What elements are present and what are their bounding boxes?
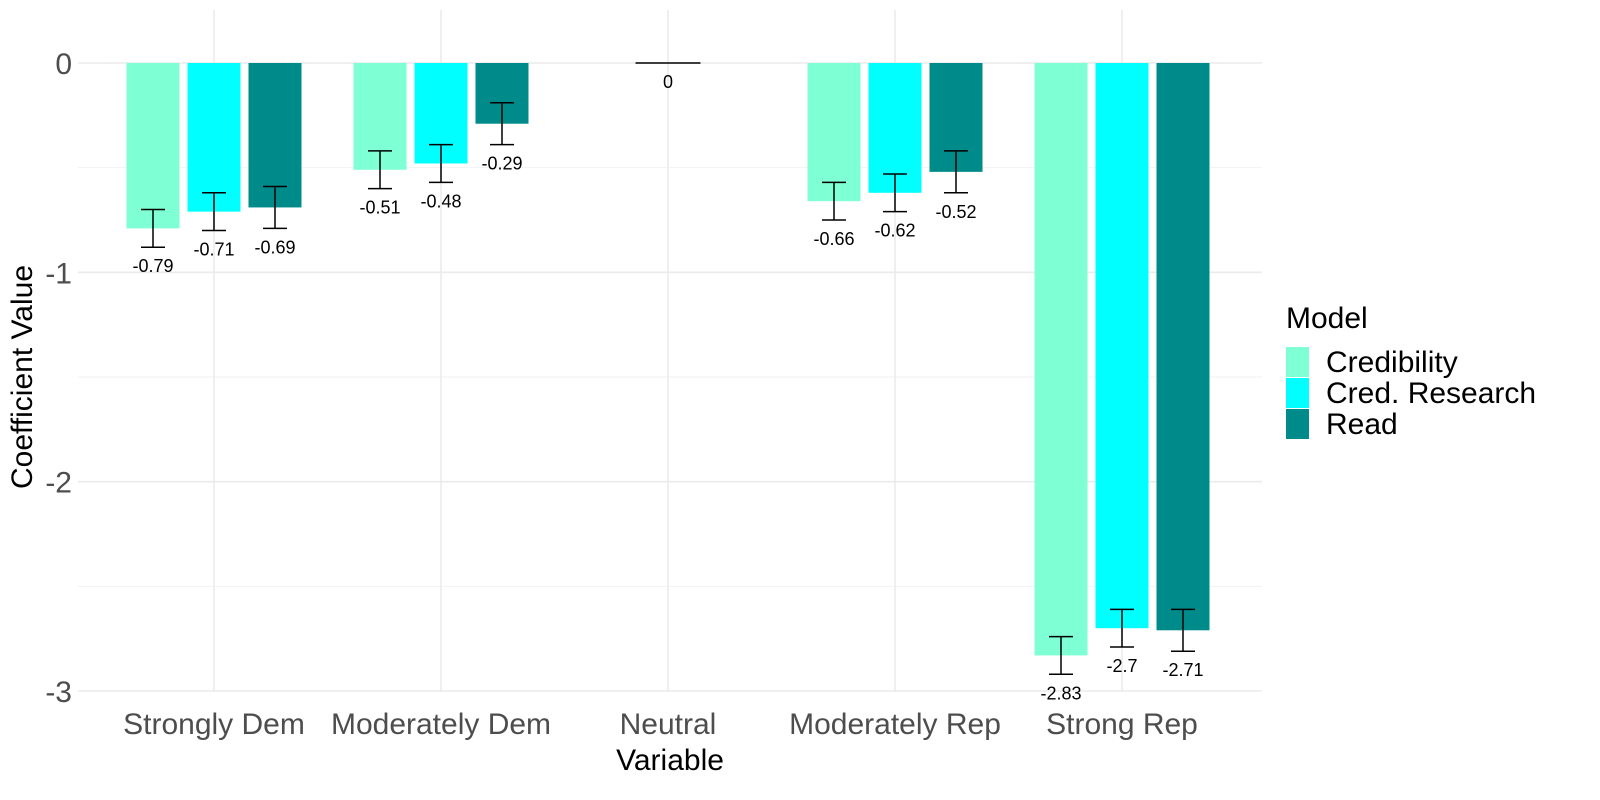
data-label: -0.62 <box>874 221 915 241</box>
y-axis-title: Coefficient Value <box>6 265 39 489</box>
data-labels: -0.79 -0.71 -0.69 -0.51 -0.48 -0.29 0 -0.66 -0.6… <box>132 72 1203 703</box>
x-tick-label: Neutral <box>620 708 717 741</box>
x-tick-label: Moderately Rep <box>789 708 1001 741</box>
data-label: -0.52 <box>935 202 976 222</box>
bar-credibility <box>1034 63 1088 656</box>
legend-swatch-read <box>1286 409 1309 439</box>
error-bars <box>141 102 1195 676</box>
y-tick-label: -2 <box>45 467 72 500</box>
x-tick-label: Strong Rep <box>1046 708 1198 741</box>
x-tick-label: Moderately Dem <box>331 708 551 741</box>
bar-read <box>248 63 302 208</box>
data-label: -0.79 <box>132 256 173 276</box>
legend-label: Credibility <box>1326 346 1458 379</box>
data-label: -0.48 <box>420 191 461 211</box>
bar-credibility <box>807 63 861 202</box>
legend-swatch-credibility <box>1286 347 1309 377</box>
bar-credibility <box>126 63 180 229</box>
data-label: -2.7 <box>1106 656 1137 676</box>
data-label: -0.29 <box>481 154 522 174</box>
y-tick-label: -1 <box>45 257 72 290</box>
data-label: -0.51 <box>359 198 400 218</box>
data-label: -0.66 <box>813 229 854 249</box>
x-axis-title: Variable <box>616 744 724 777</box>
bar-read <box>1156 63 1210 631</box>
data-label: -2.83 <box>1040 683 1081 703</box>
data-label: 0 <box>663 72 673 92</box>
data-label: -0.71 <box>193 239 234 259</box>
bar-cred-research <box>187 63 241 212</box>
data-label: -2.71 <box>1162 660 1203 680</box>
bar-cred-research <box>1095 63 1149 629</box>
data-label: -0.69 <box>254 237 295 257</box>
x-tick-label: Strongly Dem <box>123 708 305 741</box>
y-tick-label: -3 <box>45 676 72 709</box>
legend-swatch-cred-research <box>1286 378 1309 408</box>
legend-label: Read <box>1326 408 1398 441</box>
axes: 0 -1 -2 -3 Strongly Dem Moderately Dem Neutral… <box>6 48 1198 777</box>
bar-cred-research <box>868 63 922 193</box>
y-tick-label: 0 <box>55 48 72 81</box>
legend-title: Model <box>1286 302 1368 335</box>
legend-label: Cred. Research <box>1326 377 1536 410</box>
